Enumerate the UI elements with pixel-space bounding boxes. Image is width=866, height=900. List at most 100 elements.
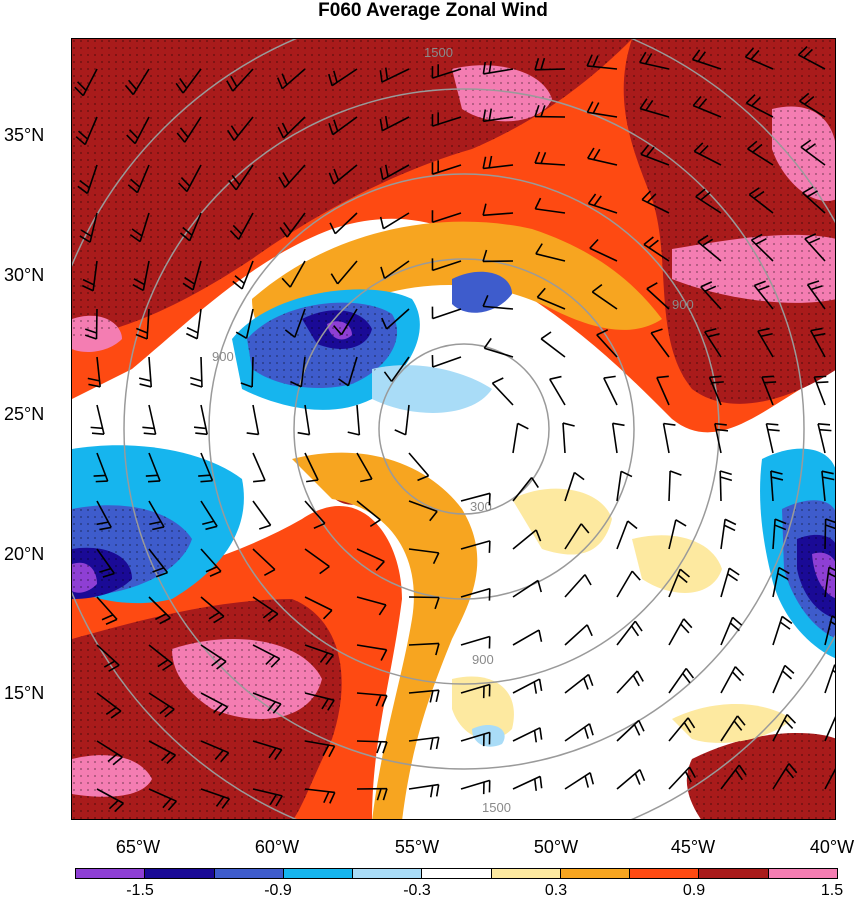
lon-label-65w: 65°W (115, 837, 161, 857)
wind-barb-icon (591, 284, 618, 310)
wind-barb-icon (304, 692, 335, 711)
wind-barb-icon (772, 566, 790, 598)
wind-barb-icon (356, 596, 387, 616)
wind-barb-icon (193, 404, 209, 436)
wind-barb-icon (668, 766, 697, 790)
wind-barb-icon (232, 260, 254, 290)
wind-barb-icon (408, 548, 440, 565)
wind-barb-icon (279, 212, 306, 238)
wind-barb-icon (148, 692, 175, 718)
ring-label-1500: 1500 (482, 800, 511, 815)
wind-barb-icon (431, 112, 462, 127)
wind-barb-icon (297, 404, 311, 436)
wind-barb-icon (226, 116, 254, 141)
wind-barb-icon (512, 678, 543, 694)
wind-barb-icon (482, 60, 514, 75)
wind-barb-icon (603, 375, 618, 406)
wind-barb-icon (753, 280, 774, 310)
wind-barb-icon (761, 375, 777, 406)
wind-barb-icon (198, 452, 214, 483)
wind-barb-icon (824, 716, 835, 742)
wind-barb-icon (431, 355, 462, 368)
wind-barb-icon (408, 596, 440, 610)
wind-barb-icon (704, 327, 722, 358)
wind-barb-icon (482, 108, 514, 123)
colorbar (75, 868, 838, 879)
wind-barb-icon (175, 68, 202, 94)
ring-label-900-right: 900 (672, 297, 694, 312)
wind-barb-icon (304, 500, 326, 529)
lon-label-55w: 55°W (394, 837, 440, 857)
colorbar-label: 0.9 (682, 882, 706, 899)
wind-barb-icon (90, 404, 105, 435)
wind-barb-icon (512, 477, 539, 502)
range-rings (72, 39, 835, 819)
wind-barb-icon (491, 377, 514, 406)
wind-barb-icon (587, 147, 618, 166)
wind-barb-icon (534, 197, 566, 214)
wind-barb-icon (190, 356, 203, 388)
wind-barb-icon (564, 471, 585, 502)
wind-barb-icon (176, 116, 202, 143)
wind-barb-icon (650, 328, 670, 358)
wind-barb-icon (356, 500, 381, 528)
wind-barb-icon (534, 57, 566, 71)
wind-barb-icon (333, 308, 358, 336)
wind-barb-icon (616, 470, 633, 502)
colorbar-swatch (422, 869, 492, 878)
wind-barb-icon (692, 95, 722, 118)
colorbar-label: -0.3 (403, 882, 431, 899)
wind-barb-icon (720, 764, 747, 790)
wind-barb-icon (799, 92, 826, 118)
wind-barb-icon (304, 548, 330, 575)
wind-barb-icon (328, 164, 358, 185)
wind-barb-icon (596, 329, 618, 358)
wind-barb-icon (589, 238, 618, 262)
wind-barb-icon (586, 101, 618, 118)
wind-barb-icon (304, 740, 336, 758)
wind-barb-icon (276, 68, 306, 90)
wind-barb-icon (693, 142, 722, 166)
wind-barb-icon (824, 566, 835, 598)
wind-barb-icon (770, 470, 784, 502)
wind-barb-icon (93, 452, 109, 483)
colorbar-swatch (768, 869, 837, 878)
wind-barb-icon (379, 212, 410, 230)
wind-barb-icon (226, 68, 254, 92)
wind-barb-icon (132, 260, 150, 292)
wind-barb-icon (512, 727, 543, 743)
wind-barb-icon (142, 404, 157, 436)
wind-barb-icon (96, 692, 122, 719)
wind-barb-icon (616, 620, 643, 646)
lon-label-40w: 40°W (809, 837, 855, 857)
wind-barb-icon (536, 287, 566, 310)
wind-barb-icon (200, 692, 229, 716)
wind-barb-icon (809, 327, 826, 358)
wind-barb-icon (668, 717, 696, 742)
wind-barb-icon (284, 308, 306, 338)
wind-barb-icon (380, 260, 410, 279)
wind-barb-icon (564, 772, 595, 790)
wind-barb-icon (745, 94, 774, 118)
wind-barb-icon (824, 615, 835, 646)
wind-barb-icon (460, 492, 491, 506)
wind-barb-icon (431, 64, 462, 79)
colorbar-swatch (560, 869, 631, 878)
wind-barb-icon (383, 356, 410, 382)
wind-barb-icon (408, 736, 440, 750)
wind-barb-icon (482, 155, 514, 170)
wind-barb-icon (304, 452, 319, 483)
lat-label-15n: 15°N (4, 683, 45, 703)
wind-barb-icon (719, 470, 733, 502)
wind-barb-icon (87, 356, 101, 388)
wind-barb-icon (347, 404, 361, 436)
wind-barb-icon (379, 115, 410, 132)
wind-barb-icon (135, 308, 150, 340)
wind-barb-icon (750, 233, 774, 262)
wind-barb-icon (79, 212, 98, 243)
wind-barb-icon (145, 452, 161, 483)
wind-barb-icon (562, 422, 575, 454)
wind-barb-icon (564, 673, 594, 694)
wind-barb-icon (460, 587, 491, 601)
wind-barb-icon (96, 500, 112, 531)
